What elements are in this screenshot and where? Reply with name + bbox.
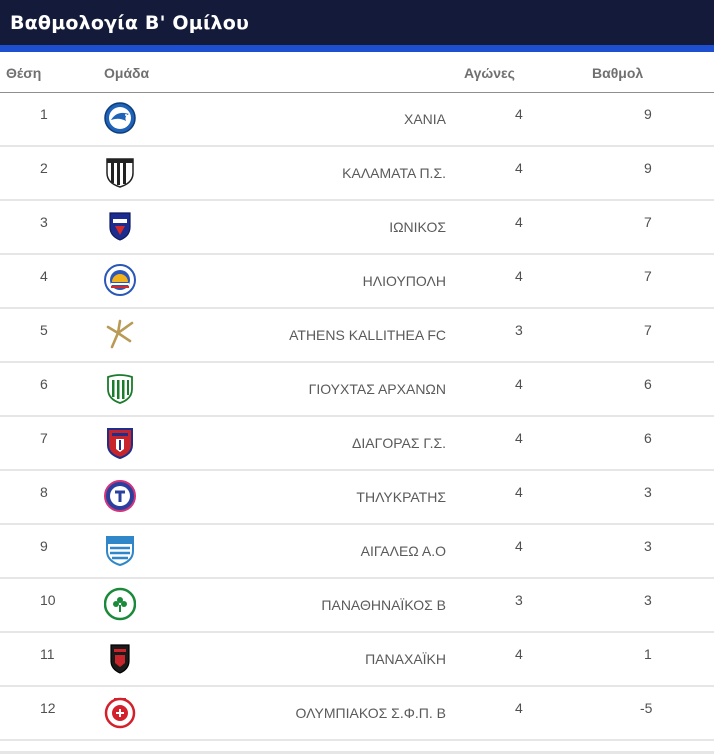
team-name[interactable]: ΧΑΝΙΑ — [403, 111, 446, 127]
games-played: 4 — [515, 700, 523, 716]
games-played: 4 — [515, 376, 523, 392]
aigaleo-crest-icon — [106, 536, 134, 567]
standings-title: Βαθμολογία Β' Ομίλου — [10, 11, 250, 34]
team-name[interactable]: ΠΑΝΑΘΗΝΑΪΚΟΣ Β — [321, 597, 446, 613]
table-row[interactable]: 5 ATHENS KALLITHEA FC 3 7 — [0, 309, 714, 363]
row-position: 7 — [40, 430, 48, 446]
team-name[interactable]: ΔΙΑΓΟΡΑΣ Γ.Σ. — [352, 435, 446, 451]
table-row[interactable]: 2 ΚΑΛΑΜΑΤΑ Π.Σ. 4 9 — [0, 147, 714, 201]
team-name[interactable]: ΚΑΛΑΜΑΤΑ Π.Σ. — [342, 165, 446, 181]
standings-header: Βαθμολογία Β' Ομίλου — [0, 0, 714, 52]
diagoras-crest-icon — [107, 428, 133, 459]
kallithea-crest-icon — [106, 319, 134, 349]
ionikos-crest-icon — [109, 212, 131, 241]
table-row[interactable]: 10 ΠΑΝΑΘΗΝΑΪΚΟΣ Β 3 3 — [0, 579, 714, 633]
column-header-points[interactable]: Βαθμολ — [592, 65, 644, 81]
team-points: 9 — [644, 160, 652, 176]
row-position: 2 — [40, 160, 48, 176]
team-points: 6 — [644, 376, 652, 392]
panathinaikos-crest-icon — [104, 587, 136, 621]
team-name[interactable]: ΑΙΓΑΛΕΩ Α.Ο — [360, 543, 446, 559]
games-played: 4 — [515, 268, 523, 284]
column-header-played[interactable]: Αγώνες — [464, 65, 515, 81]
team-name[interactable]: ΙΩΝΙΚΟΣ — [389, 219, 446, 235]
team-name[interactable]: ΟΛΥΜΠΙΑΚΟΣ Σ.Φ.Π. Β — [295, 705, 446, 721]
team-points: 3 — [644, 484, 652, 500]
row-position: 12 — [40, 700, 56, 716]
team-points: -5 — [640, 700, 653, 716]
table-row[interactable]: 11 ΠΑΝΑΧΑΪΚΗ 4 1 — [0, 633, 714, 687]
column-header-position[interactable]: Θέση — [6, 65, 42, 81]
standings-table-body: 1 ΧΑΝΙΑ 4 9 2 ΚΑΛΑΜΑΤΑ Π.Σ. 4 9 — [0, 93, 714, 741]
row-position: 6 — [40, 376, 48, 392]
team-name[interactable]: ΓΙΟΥΧΤΑΣ ΑΡΧΑΝΩΝ — [308, 381, 446, 397]
row-position: 10 — [40, 592, 56, 608]
table-column-headers: Θέση Ομάδα Αγώνες Βαθμολ — [0, 52, 714, 93]
team-name[interactable]: ATHENS KALLITHEA FC — [289, 327, 446, 343]
row-position: 9 — [40, 538, 48, 554]
tilikratis-crest-icon — [104, 480, 136, 512]
games-played: 4 — [515, 106, 523, 122]
ilioupoli-crest-icon — [104, 264, 136, 296]
games-played: 3 — [515, 322, 523, 338]
row-position: 3 — [40, 214, 48, 230]
giouchtas-crest-icon — [107, 374, 133, 404]
table-row[interactable]: 8 ΤΗΛΥΚΡΑΤΗΣ 4 3 — [0, 471, 714, 525]
team-points: 9 — [644, 106, 652, 122]
games-played: 4 — [515, 538, 523, 554]
row-position: 4 — [40, 268, 48, 284]
row-position: 11 — [40, 646, 55, 662]
team-points: 3 — [644, 592, 652, 608]
games-played: 4 — [515, 214, 523, 230]
team-name[interactable]: ΗΛΙΟΥΠΟΛΗ — [362, 273, 446, 289]
table-row[interactable]: 6 ΓΙΟΥΧΤΑΣ ΑΡΧΑΝΩΝ 4 6 — [0, 363, 714, 417]
games-played: 4 — [515, 484, 523, 500]
team-name[interactable]: ΤΗΛΥΚΡΑΤΗΣ — [356, 489, 446, 505]
table-row[interactable]: 3 ΙΩΝΙΚΟΣ 4 7 — [0, 201, 714, 255]
table-row[interactable]: 9 ΑΙΓΑΛΕΩ Α.Ο 4 3 — [0, 525, 714, 579]
column-header-team[interactable]: Ομάδα — [104, 65, 150, 81]
team-points: 6 — [644, 430, 652, 446]
row-position: 5 — [40, 322, 48, 338]
team-name[interactable]: ΠΑΝΑΧΑΪΚΗ — [365, 651, 446, 667]
team-points: 7 — [644, 214, 652, 230]
chania-crest-icon — [104, 102, 136, 134]
table-row[interactable]: 7 ΔΙΑΓΟΡΑΣ Γ.Σ. 4 6 — [0, 417, 714, 471]
table-row[interactable]: 4 ΗΛΙΟΥΠΟΛΗ 4 7 — [0, 255, 714, 309]
table-row[interactable]: 1 ΧΑΝΙΑ 4 9 — [0, 93, 714, 147]
kalamata-crest-icon — [106, 158, 134, 188]
table-bottom-divider — [0, 751, 714, 754]
row-position: 8 — [40, 484, 48, 500]
olympiakos-crest-icon — [104, 697, 136, 729]
team-points: 3 — [644, 538, 652, 554]
team-points: 7 — [644, 268, 652, 284]
games-played: 4 — [515, 646, 523, 662]
table-row[interactable]: 12 ΟΛΥΜΠΙΑΚΟΣ Σ.Φ.Π. Β 4 -5 — [0, 687, 714, 741]
games-played: 4 — [515, 160, 523, 176]
row-position: 1 — [40, 106, 48, 122]
games-played: 4 — [515, 430, 523, 446]
team-points: 1 — [644, 646, 652, 662]
panachaiki-crest-icon — [110, 644, 130, 674]
team-points: 7 — [644, 322, 652, 338]
games-played: 3 — [515, 592, 523, 608]
